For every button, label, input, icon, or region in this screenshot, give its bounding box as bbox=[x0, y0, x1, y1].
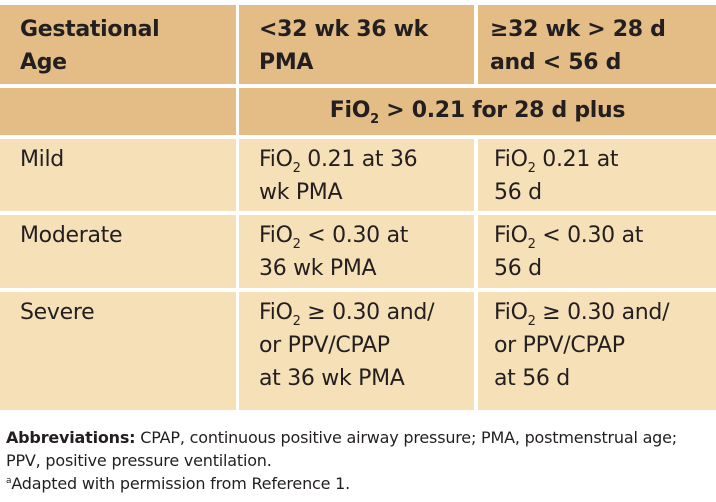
mild-ge32-cell: FiO2 0.21 at 56 d bbox=[478, 139, 716, 211]
abbreviations-label: Abbreviations: bbox=[6, 428, 136, 447]
subscript: 2 bbox=[370, 112, 379, 127]
table-footnote: Abbreviations: CPAP, continuous positive… bbox=[6, 426, 706, 495]
fio2-text: FiO bbox=[259, 300, 293, 325]
span-row-blank bbox=[0, 88, 236, 135]
header-ge32wk: ≥32 wk > 28 d and < 56 d bbox=[478, 5, 716, 84]
criteria-text: ≥ 0.30 and/ or PPV/CPAP at 36 wk PMA bbox=[259, 300, 435, 391]
mild-lt32-cell: FiO2 0.21 at 36 wk PMA bbox=[239, 139, 474, 211]
moderate-ge32-cell: FiO2 < 0.30 at 56 d bbox=[478, 215, 716, 288]
subscript: 2 bbox=[292, 237, 301, 252]
row-label-severe: Severe bbox=[0, 292, 236, 410]
fio2-text: FiO bbox=[259, 147, 293, 172]
span-row-fio2: FiO2 > 0.21 for 28 d plus bbox=[239, 88, 716, 135]
subscript: 2 bbox=[527, 161, 536, 176]
row-label-moderate: Moderate bbox=[0, 215, 236, 288]
header-gestational-age: Gestational Age bbox=[0, 5, 236, 84]
abbreviations-text: CPAP, continuous positive airway pressur… bbox=[6, 428, 677, 470]
row-label-mild: Mild bbox=[0, 139, 236, 211]
criteria-text: > 0.21 for 28 d plus bbox=[378, 98, 626, 123]
criteria-text: ≥ 0.30 and/ or PPV/CPAP at 56 d bbox=[494, 300, 670, 391]
criteria-text: < 0.30 at 36 wk PMA bbox=[259, 223, 409, 281]
fio2-text: FiO bbox=[494, 300, 528, 325]
fio2-text: FiO bbox=[259, 223, 293, 248]
severe-ge32-cell: FiO2 ≥ 0.30 and/ or PPV/CPAP at 56 d bbox=[478, 292, 716, 410]
criteria-text: 0.21 at 56 d bbox=[494, 147, 619, 205]
severe-lt32-cell: FiO2 ≥ 0.30 and/ or PPV/CPAP at 36 wk PM… bbox=[239, 292, 474, 410]
fio2-text: FiO bbox=[329, 98, 371, 123]
fio2-text: FiO bbox=[494, 147, 528, 172]
footnote-marker: a bbox=[6, 476, 12, 486]
criteria-text: < 0.30 at 56 d bbox=[494, 223, 644, 281]
subscript: 2 bbox=[292, 161, 301, 176]
criteria-text: 0.21 at 36 wk PMA bbox=[259, 147, 418, 205]
subscript: 2 bbox=[527, 314, 536, 329]
adapted-note: Adapted with permission from Reference 1… bbox=[11, 474, 351, 493]
subscript: 2 bbox=[527, 237, 536, 252]
subscript: 2 bbox=[292, 314, 301, 329]
fio2-text: FiO bbox=[494, 223, 528, 248]
moderate-lt32-cell: FiO2 < 0.30 at 36 wk PMA bbox=[239, 215, 474, 288]
header-lt32wk: <32 wk 36 wk PMA bbox=[239, 5, 474, 84]
